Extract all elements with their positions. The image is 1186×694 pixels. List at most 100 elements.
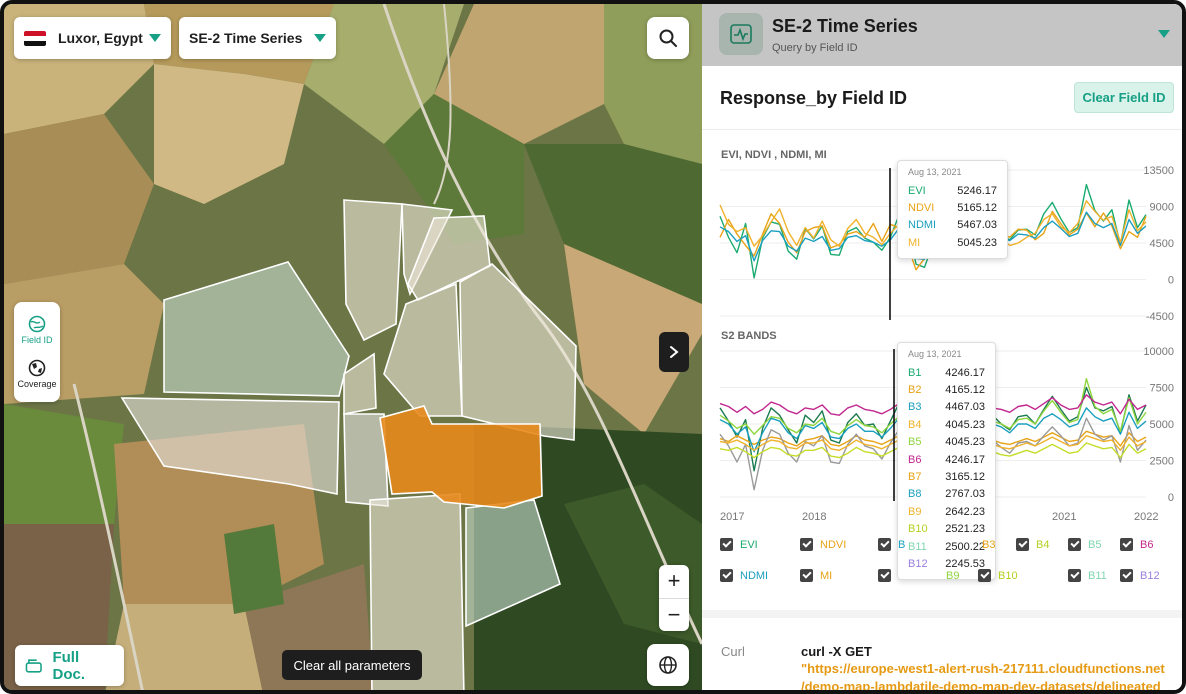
timeseries-icon (719, 13, 763, 55)
zoom-in-button[interactable]: + (667, 568, 681, 594)
y-tick-label: 0 (1168, 492, 1174, 504)
tooltip-row: B6 4246.17 (908, 451, 985, 468)
legend-item[interactable]: B6 (1120, 538, 1153, 551)
checkbox-checked-icon[interactable] (1068, 569, 1081, 582)
checkbox-checked-icon[interactable] (1068, 538, 1081, 551)
zoom-out-button[interactable]: − (659, 597, 689, 632)
legend-label: MI (820, 569, 833, 582)
globe-button[interactable] (647, 644, 689, 686)
x-tick-label: 2021 (1052, 511, 1077, 523)
checkbox-checked-icon[interactable] (720, 538, 733, 551)
checkbox-checked-icon[interactable] (720, 569, 733, 582)
chevron-down-icon[interactable] (1158, 30, 1170, 38)
clear-field-id-button[interactable]: Clear Field ID (1074, 82, 1174, 113)
results-panel: SE-2 Time Series Query by Field ID Respo… (702, 4, 1182, 694)
checkbox-checked-icon[interactable] (878, 569, 891, 582)
selected-field[interactable] (379, 405, 543, 509)
checkbox-checked-icon[interactable] (800, 569, 813, 582)
legend-label: B3 (982, 538, 996, 551)
y-tick-label: 10000 (1143, 346, 1174, 358)
map-imagery[interactable] (4, 4, 702, 694)
tooltip-series-value: 5467.03 (957, 219, 997, 232)
coverage-label: Coverage (17, 379, 57, 389)
coverage-tool[interactable]: Coverage (17, 359, 57, 389)
tooltip-series-name: B1 (908, 366, 922, 379)
tooltip-row: B8 2767.03 (908, 486, 985, 503)
tooltip-series-value: 4045.23 (945, 436, 985, 449)
tooltip-series-name: NDMI (908, 219, 937, 232)
legend-item[interactable]: B5 (1068, 538, 1101, 551)
x-tick-label: 2022 (1134, 511, 1159, 523)
tooltip-series-name: EVI (908, 184, 926, 197)
tooltip-series-name: B4 (908, 418, 922, 431)
tooltip-row: EVI 5246.17 (908, 182, 997, 199)
tooltip-row: NDVI 5165.12 (908, 199, 997, 216)
checkbox-checked-icon[interactable] (800, 538, 813, 551)
tooltip-row: B2 4165.12 (908, 381, 985, 398)
legend-item[interactable] (878, 569, 898, 582)
checkbox-checked-icon[interactable] (878, 538, 891, 551)
panel-title: SE-2 Time Series (772, 16, 918, 36)
legend-label: B11 (1088, 569, 1107, 582)
tooltip-row: B1 4246.17 (908, 364, 985, 381)
tooltip-series-name: NDVI (908, 202, 935, 215)
tooltip-row: B10 2521.23 (908, 521, 985, 538)
legend-label: EVI (740, 538, 758, 551)
tooltip-series-name: B9 (908, 505, 922, 518)
legend-item[interactable]: MI (800, 569, 832, 582)
legend-label: NDMI (740, 569, 769, 582)
tooltip-row: B4 4045.23 (908, 416, 985, 433)
checkbox-checked-icon[interactable] (978, 569, 991, 582)
legend-label: B (898, 538, 906, 551)
tooltip-series-name: B5 (908, 436, 922, 449)
legend-label: B6 (1140, 538, 1154, 551)
legend-item[interactable]: B4 (1016, 538, 1049, 551)
legend-item[interactable]: B11 (1068, 569, 1107, 582)
dataset-label: SE-2 Time Series (189, 30, 303, 46)
legend-item[interactable]: NDVI (800, 538, 846, 551)
tooltip-series-name: B3 (908, 401, 922, 414)
panel-header[interactable]: SE-2 Time Series Query by Field ID (702, 4, 1182, 66)
search-button[interactable] (647, 17, 689, 59)
tooltip-series-value: 4246.17 (945, 453, 985, 466)
tooltip-series-value: 4246.17 (945, 366, 985, 379)
tooltip-row: MI 5045.23 (908, 234, 997, 251)
checkbox-checked-icon[interactable] (1120, 538, 1133, 551)
dataset-select[interactable]: SE-2 Time Series (179, 17, 336, 59)
tooltip-series-value: 4045.23 (945, 418, 985, 431)
legend-item[interactable]: B (878, 538, 905, 551)
x-tick-label: 2018 (802, 511, 827, 523)
legend-item[interactable]: B9 (926, 569, 959, 582)
checkbox-checked-icon[interactable] (1016, 538, 1029, 551)
curl-label: Curl (721, 644, 745, 659)
tooltip-row: B7 3165.12 (908, 468, 985, 485)
legend-item[interactable]: EVI (720, 538, 758, 551)
legend-item[interactable]: B12 (1120, 569, 1160, 582)
tooltip-series-value: 2245.53 (945, 557, 985, 570)
curl-url-line-2[interactable]: /demo-map-lambdatile-demo-map-dev-datase… (801, 679, 1161, 694)
chevron-down-icon (314, 34, 326, 42)
satellite-map[interactable]: Luxor, Egypt SE-2 Time Series Field ID C… (4, 4, 702, 694)
chart-1-title: EVI, NDVI , NDMI, MI (721, 149, 827, 161)
y-tick-label: 5000 (1150, 419, 1174, 431)
y-tick-label: 9000 (1150, 202, 1174, 214)
legend-item[interactable]: B3 (962, 538, 995, 551)
clear-all-parameters-button[interactable]: Clear all parameters (282, 650, 422, 680)
full-doc-button[interactable]: Full Doc. (15, 645, 124, 686)
tooltip-row: B3 4467.03 (908, 399, 985, 416)
field-id-label: Field ID (21, 335, 53, 345)
checkbox-checked-icon[interactable] (1120, 569, 1133, 582)
tooltip-series-value: 2642.23 (945, 505, 985, 518)
field-id-tool[interactable]: Field ID (21, 315, 53, 345)
tooltip-series-name: B8 (908, 488, 922, 501)
expand-panel-button[interactable] (659, 332, 689, 372)
tooltip-row: B9 2642.23 (908, 503, 985, 520)
legend-item[interactable]: NDMI (720, 569, 768, 582)
x-tick-label: 2017 (720, 511, 745, 523)
location-select[interactable]: Luxor, Egypt (14, 17, 171, 59)
legend-item[interactable]: B10 (978, 569, 1018, 582)
curl-url-line-1[interactable]: "https://europe-west1-alert-rush-217111.… (801, 661, 1165, 676)
legend-label: B10 (998, 569, 1018, 582)
response-title: Response_by Field ID (720, 88, 908, 108)
